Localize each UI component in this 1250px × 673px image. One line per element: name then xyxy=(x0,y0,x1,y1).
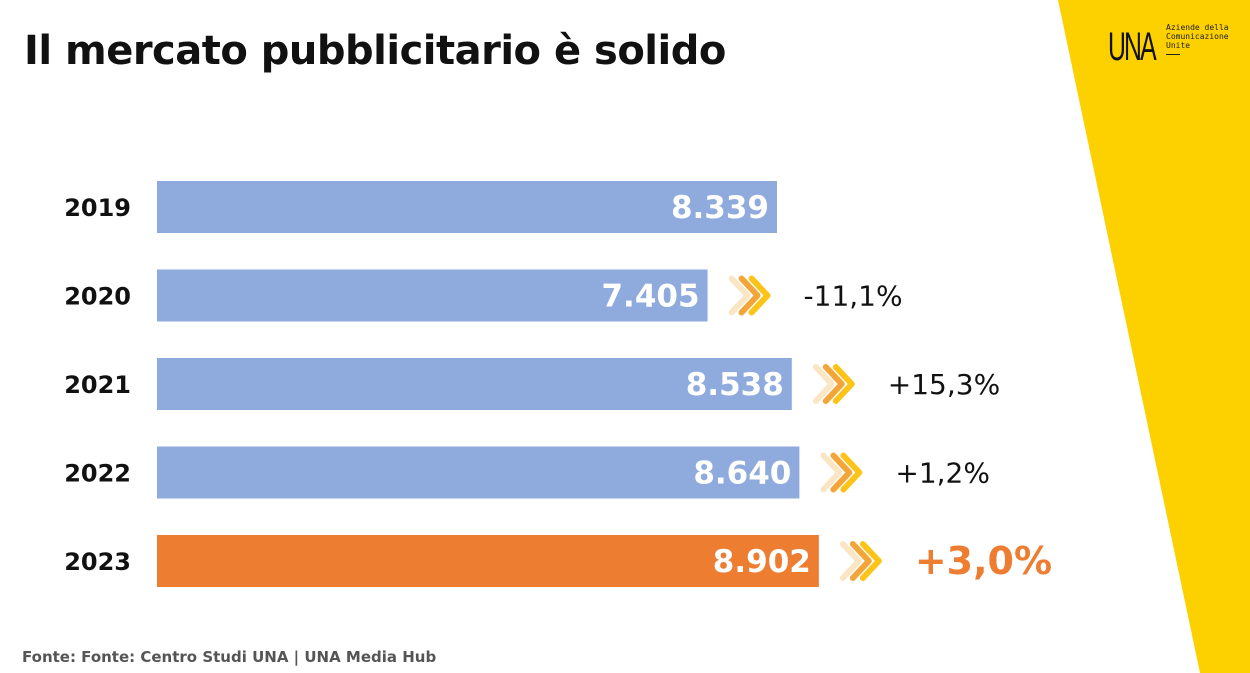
una-logo: UNA Aziende della Comunicazione Unite xyxy=(1108,20,1243,80)
una-logo-mark: UNA xyxy=(1108,25,1157,69)
change-label: +15,3% xyxy=(888,368,1000,401)
chevron-arrow-icon xyxy=(728,275,751,316)
category-label: 2019 xyxy=(64,194,131,222)
chevron-arrow-icon xyxy=(748,275,771,316)
chevron-arrow-icon xyxy=(812,364,835,404)
bar xyxy=(157,181,777,233)
chevron-arrow-icon xyxy=(859,541,882,581)
page-title: Il mercato pubblicitario è solido xyxy=(24,28,726,74)
change-label: -11,1% xyxy=(804,280,903,313)
chevron-arrow-icon xyxy=(830,452,853,493)
source-note: Fonte: Fonte: Centro Studi UNA | UNA Med… xyxy=(22,648,437,666)
una-logo-text: Aziende della Comunicazione Unite xyxy=(1166,23,1229,50)
chevron-arrow-icon xyxy=(832,364,855,404)
chevron-arrow-icon xyxy=(840,452,863,493)
value-label: 8.538 xyxy=(686,367,784,403)
value-label: 8.640 xyxy=(693,456,791,492)
category-label: 2020 xyxy=(64,283,131,311)
change-label: +1,2% xyxy=(895,457,990,490)
category-label: 2021 xyxy=(64,371,131,399)
value-label: 8.339 xyxy=(671,190,769,226)
value-label: 8.902 xyxy=(713,544,811,580)
bar xyxy=(157,358,792,410)
category-label: 2022 xyxy=(64,460,131,488)
chevron-arrow-icon xyxy=(738,275,761,316)
category-label: 2023 xyxy=(64,548,131,576)
bar xyxy=(157,535,819,587)
value-label: 7.405 xyxy=(601,279,699,315)
una-logo-rule xyxy=(1166,54,1180,55)
bar xyxy=(157,269,708,322)
chevron-arrow-icon xyxy=(849,541,872,581)
chevron-arrow-icon xyxy=(822,364,845,404)
chevron-arrow-icon xyxy=(839,541,862,581)
change-label: +3,0% xyxy=(915,539,1052,583)
bar xyxy=(157,446,800,499)
chevron-arrow-icon xyxy=(820,452,843,493)
